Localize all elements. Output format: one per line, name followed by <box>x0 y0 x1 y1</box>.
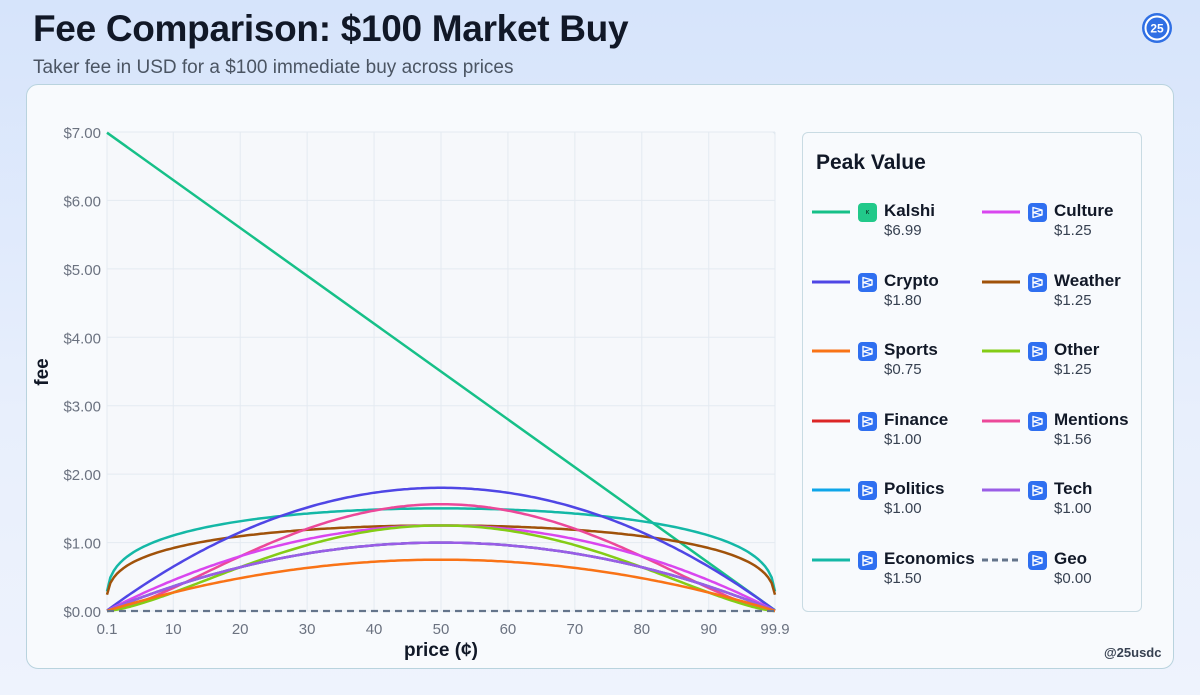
legend-swatch <box>982 419 1020 422</box>
y-tick-label: $5.00 <box>63 262 101 279</box>
x-tick-label: 0.1 <box>97 621 118 638</box>
legend-item-name: Other <box>1054 340 1100 359</box>
y-tick-label: $0.00 <box>63 604 101 621</box>
legend-item-economics[interactable]: Economics $1.50 <box>803 549 975 600</box>
polymarket-icon <box>1028 481 1047 500</box>
x-tick-label: 60 <box>500 621 517 638</box>
legend-swatch <box>812 349 850 353</box>
legend-item-value: $0.00 <box>1054 569 1092 587</box>
polymarket-icon <box>858 481 877 500</box>
x-tick-label: 10 <box>165 621 182 638</box>
legend-item-geo[interactable]: Geo $0.00 <box>973 548 1138 600</box>
legend-item-culture[interactable]: Culture $1.25 <box>973 201 1138 252</box>
polymarket-icon <box>1028 550 1047 570</box>
legend-item-other[interactable]: Other $1.25 <box>973 340 1138 391</box>
legend-item-name: Kalshi <box>884 201 936 220</box>
polymarket-icon <box>858 550 877 570</box>
legend-item-value: $1.25 <box>1054 291 1092 309</box>
legend-item-value: $1.50 <box>884 569 922 587</box>
y-tick-label: $7.00 <box>63 125 101 142</box>
polymarket-icon <box>1028 411 1047 431</box>
legend-item-name: Crypto <box>884 270 939 290</box>
polymarket-icon <box>858 272 877 292</box>
series-line-economics <box>105 507 777 592</box>
kalshi-logo-icon: K <box>858 203 877 222</box>
legend-swatch <box>812 210 850 214</box>
series-line-other <box>106 524 776 613</box>
y-tick-label: $6.00 <box>63 193 101 210</box>
legend-item-name: Sports <box>884 340 938 359</box>
legend-item-value: $1.00 <box>884 430 922 448</box>
legend-swatch <box>812 558 850 561</box>
polymarket-icon <box>1028 272 1047 292</box>
legend-item-value: $1.25 <box>1054 361 1092 378</box>
legend-item-value: $0.75 <box>884 361 922 378</box>
legend-item-value: $1.80 <box>884 291 922 309</box>
series-line-crypto <box>106 486 776 612</box>
legend-item-name: Weather <box>1054 270 1121 290</box>
legend-item-value: $6.99 <box>884 222 922 239</box>
legend-swatch <box>982 488 1020 492</box>
polymarket-icon <box>1028 342 1047 361</box>
legend-item-mentions[interactable]: Mentions $1.56 <box>973 409 1138 461</box>
x-axis-label: price (¢) <box>404 640 478 661</box>
series-line-sports <box>106 558 776 612</box>
legend-item-value: $1.00 <box>1054 500 1092 517</box>
series-line-kalshi <box>106 131 776 612</box>
legend-item-name: Finance <box>884 409 949 429</box>
legend-item-weather[interactable]: Weather $1.25 <box>973 270 1138 322</box>
legend-item-kalshi[interactable]: K Kalshi $6.99 <box>803 201 968 252</box>
legend-swatch <box>982 558 1020 561</box>
series-line-mentions <box>106 503 776 613</box>
x-tick-label: 50 <box>433 621 450 638</box>
legend-swatch <box>812 488 850 492</box>
legend-item-name: Economics <box>884 548 975 568</box>
watermark: @25usdc <box>1104 645 1162 660</box>
legend-item-name: Tech <box>1054 479 1093 498</box>
y-tick-label: $2.00 <box>63 467 101 484</box>
legend-panel: Peak Value K Kalshi $6.99 Culture $1.25 Crypt… <box>802 132 1142 612</box>
x-tick-label: 80 <box>633 621 650 638</box>
x-tick-label: 90 <box>700 621 717 638</box>
legend-item-value: $1.00 <box>884 500 922 517</box>
legend-item-tech[interactable]: Tech $1.00 <box>973 479 1138 530</box>
legend-title: Peak Value <box>816 151 926 174</box>
x-tick-label: 20 <box>232 621 249 638</box>
series-line-tech <box>106 541 776 612</box>
legend-swatch <box>812 419 850 422</box>
y-axis-label: fee <box>32 358 53 385</box>
legend-item-name: Mentions <box>1054 409 1129 429</box>
polymarket-icon <box>858 411 877 431</box>
legend-swatch <box>982 280 1020 283</box>
x-tick-label: 40 <box>366 621 383 638</box>
page-title: Fee Comparison: $100 Market Buy <box>33 8 629 49</box>
legend-item-sports[interactable]: Sports $0.75 <box>803 340 968 391</box>
brand-logo-text: 25 <box>1150 22 1164 36</box>
x-tick-label: 99.9 <box>760 621 789 638</box>
legend-item-politics[interactable]: Politics $1.00 <box>803 479 968 530</box>
legend-item-value: $1.56 <box>1054 430 1092 448</box>
polymarket-icon <box>858 342 877 361</box>
y-tick-label: $3.00 <box>63 399 101 416</box>
page-subtitle: Taker fee in USD for a $100 immediate bu… <box>33 57 514 78</box>
legend-swatch <box>982 210 1020 214</box>
legend-item-finance[interactable]: Finance $1.00 <box>803 409 968 461</box>
legend-item-name: Geo <box>1054 548 1088 568</box>
legend-item-crypto[interactable]: Crypto $1.80 <box>803 270 968 322</box>
legend-swatch <box>982 349 1020 353</box>
polymarket-icon <box>1028 203 1047 222</box>
legend-swatch <box>812 280 850 283</box>
x-tick-label: 30 <box>299 621 316 638</box>
y-tick-label: $1.00 <box>63 536 101 553</box>
legend-item-name: Culture <box>1054 201 1114 220</box>
y-tick-label: $4.00 <box>63 330 101 347</box>
brand-logo-icon: 25 <box>1142 13 1172 43</box>
legend-item-name: Politics <box>884 479 945 498</box>
x-tick-label: 70 <box>567 621 584 638</box>
legend-item-value: $1.25 <box>1054 222 1092 239</box>
